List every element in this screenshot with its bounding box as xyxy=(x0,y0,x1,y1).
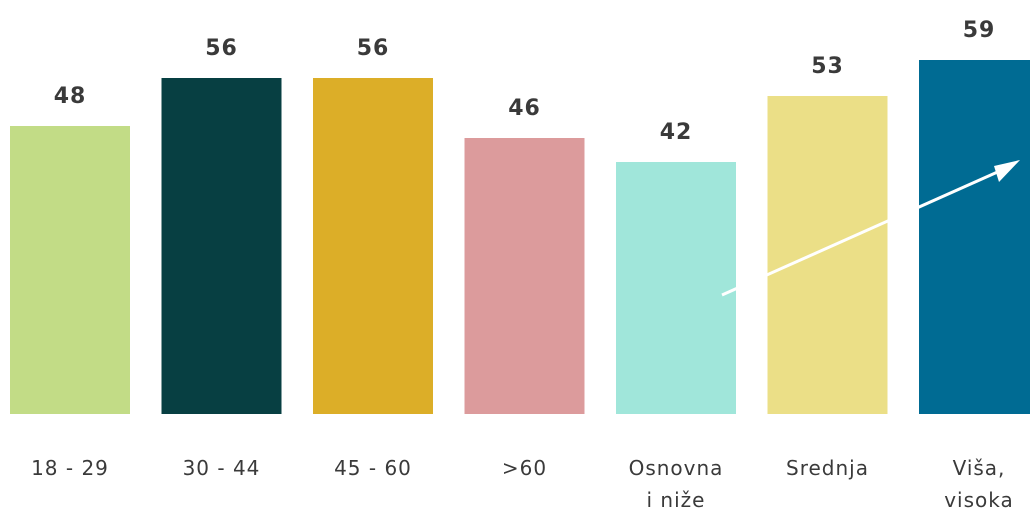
category-label: Osnovna xyxy=(629,456,724,480)
bar-value-label: 59 xyxy=(963,18,996,43)
bar xyxy=(767,96,888,414)
trend-annotation xyxy=(721,160,1020,297)
bars-group xyxy=(10,60,1030,414)
bar-value-label: 56 xyxy=(357,36,390,61)
bar xyxy=(464,138,585,414)
bar xyxy=(919,60,1030,414)
category-label: 45 - 60 xyxy=(334,456,412,480)
category-label: 18 - 29 xyxy=(31,456,109,480)
bar-value-label: 42 xyxy=(660,120,693,145)
bar-value-label: 53 xyxy=(811,54,844,79)
trend-arrow-line xyxy=(721,168,1003,297)
category-label: Srednja xyxy=(786,456,869,480)
trend-arrow-head xyxy=(994,160,1020,182)
bar-value-label: 46 xyxy=(508,96,541,121)
bar xyxy=(10,126,130,414)
category-label: >60 xyxy=(502,456,547,480)
category-label: 30 - 44 xyxy=(183,456,261,480)
bar xyxy=(313,78,433,414)
category-label: visoka xyxy=(944,488,1014,512)
bar-value-label: 56 xyxy=(205,36,238,61)
bar xyxy=(161,78,282,414)
category-label: Viša, xyxy=(953,456,1006,480)
category-labels-group: 18 - 29 30 - 44 45 - 60 >60 Osnovna i niže Sre… xyxy=(31,456,1014,512)
value-labels-group: 48 56 56 46 42 53 59 xyxy=(54,18,996,145)
bar-value-label: 48 xyxy=(54,84,87,109)
category-label: i niže xyxy=(647,488,706,512)
bar xyxy=(616,162,736,414)
